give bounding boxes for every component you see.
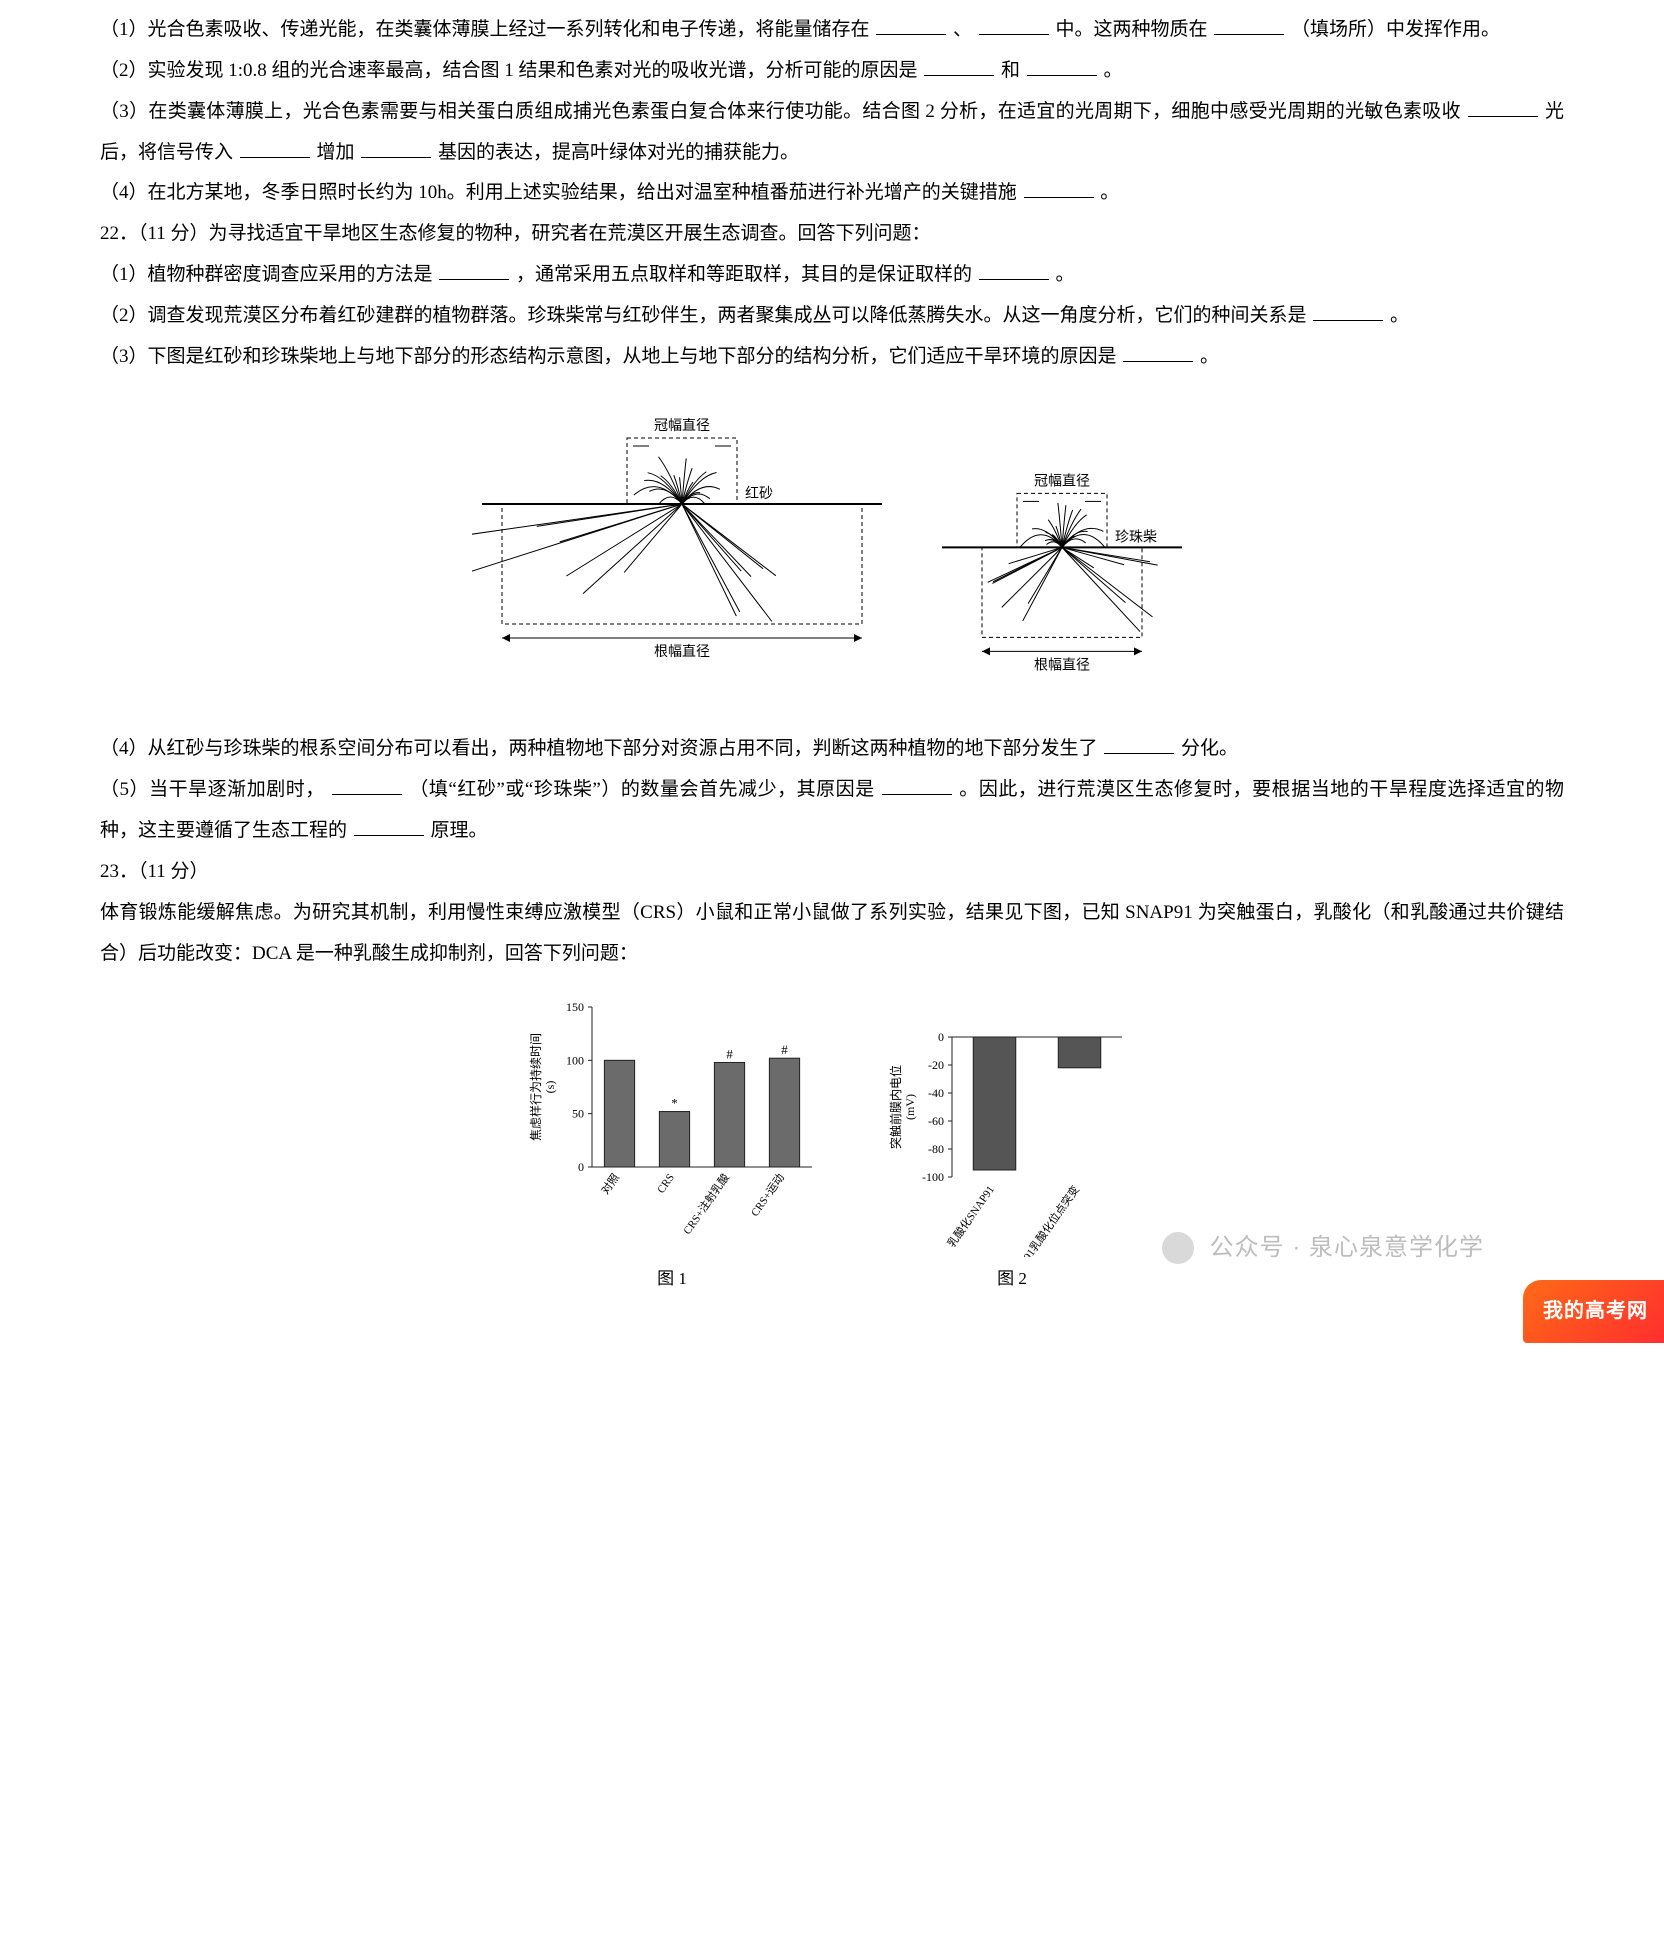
svg-text:*: * [671, 1095, 678, 1110]
svg-text:-20: -20 [928, 1058, 944, 1072]
svg-text:红砂: 红砂 [745, 486, 773, 502]
text: 。 [1100, 182, 1119, 203]
text: （3）在类囊体薄膜上，光合色素需要与相关蛋白质组成捕光色素蛋白复合体来行使功能。… [100, 101, 1461, 122]
text: 基因的表达，提高叶绿体对光的捕获能力。 [438, 142, 799, 163]
svg-text:150: 150 [566, 1000, 584, 1014]
chart2-caption: 图 2 [882, 1261, 1142, 1298]
blank [1313, 302, 1383, 321]
text: （1）光合色素吸收、传递光能，在类囊体薄膜上经过一系列转化和电子传递，将能量储存… [100, 19, 870, 40]
svg-text:珍珠柴: 珍珠柴 [1115, 529, 1157, 545]
q22-3: （3）下图是红砂和珍珠柴地上与地下部分的形态结构示意图，从地上与地下部分的结构分… [100, 337, 1564, 378]
text: （填场所）中发挥作用。 [1291, 19, 1500, 40]
text: 。 [1056, 264, 1075, 285]
svg-text:50: 50 [572, 1106, 584, 1120]
svg-text:-80: -80 [928, 1142, 944, 1156]
svg-text:-40: -40 [928, 1086, 944, 1100]
charts-block: 0 50 100 150 焦虑样行为持续时间(s) 对照 * CRS # CRS+注射乳酸 # CRS… [100, 987, 1564, 1300]
svg-text:SNAP91乳酸化位点突变: SNAP91乳酸化位点突变 [1004, 1182, 1082, 1256]
text: （填“红砂”或“珍珠柴”）的数量会首先减少，其原因是 [409, 779, 874, 800]
text: 增加 [317, 142, 355, 163]
chart1: 0 50 100 150 焦虑样行为持续时间(s) 对照 * CRS # CRS+注射乳酸 # CRS… [522, 997, 822, 1298]
q21-4: （4）在北方某地，冬季日照时长约为 10h。利用上述实验结果，给出对温室种植番茄… [100, 173, 1564, 214]
chart1-caption: 图 1 [522, 1261, 822, 1298]
text: （2）实验发现 1:0.8 组的光合速率最高，结合图 1 结果和色素对光的吸收光… [100, 60, 918, 81]
text: （5）当干旱逐渐加剧时， [100, 779, 325, 800]
svg-text:-60: -60 [928, 1114, 944, 1128]
blank [1214, 16, 1284, 35]
q22-5: （5）当干旱逐渐加剧时， （填“红砂”或“珍珠柴”）的数量会首先减少，其原因是 … [100, 770, 1564, 852]
svg-text:根幅直径: 根幅直径 [654, 643, 710, 660]
blank [1024, 179, 1094, 198]
blank [1468, 98, 1538, 117]
text: 中。这两种物质在 [1056, 19, 1208, 40]
blank [240, 139, 310, 158]
text: 。 [1104, 60, 1123, 81]
svg-text:100: 100 [566, 1053, 584, 1067]
blank [979, 16, 1049, 35]
plant-diagram-left: 冠幅直径红砂根幅直径 [472, 390, 892, 690]
blank [361, 139, 431, 158]
q21-2: （2）实验发现 1:0.8 组的光合速率最高，结合图 1 结果和色素对光的吸收光… [100, 51, 1564, 92]
svg-text:焦虑样行为持续时间(s): 焦虑样行为持续时间(s) [528, 1032, 557, 1140]
text: （3）下图是红砂和珍珠柴地上与地下部分的形态结构示意图，从地上与地下部分的结构分… [100, 346, 1117, 367]
text: （4）在北方某地，冬季日照时长约为 10h。利用上述实验结果，给出对温室种植番茄… [100, 182, 1017, 203]
text: 、 [953, 19, 972, 40]
svg-text:对照: 对照 [598, 1170, 622, 1196]
text: （2）调查发现荒漠区分布着红砂建群的植物群落。珍珠柴常与红砂伴生，两者聚集成丛可… [100, 305, 1307, 326]
blank [439, 261, 509, 280]
blank [924, 57, 994, 76]
q22-2: （2）调查发现荒漠区分布着红砂建群的植物群落。珍珠柴常与红砂伴生，两者聚集成丛可… [100, 296, 1564, 337]
q22-4: （4）从红砂与珍珠柴的根系空间分布可以看出，两种植物地下部分对资源占用不同，判断… [100, 729, 1564, 770]
blank [1123, 343, 1193, 362]
blank [332, 776, 402, 795]
text: （1）植物种群密度调查应采用的方法是 [100, 264, 433, 285]
q22-1: （1）植物种群密度调查应采用的方法是 ，通常采用五点取样和等距取样，其目的是保证… [100, 255, 1564, 296]
text: 。 [1200, 346, 1219, 367]
svg-text:-100: -100 [922, 1170, 944, 1184]
svg-text:CRS+注射乳酸: CRS+注射乳酸 [680, 1170, 732, 1236]
svg-text:突触前膜内电位(mV): 突触前膜内电位(mV) [888, 1064, 917, 1148]
svg-text:冠幅直径: 冠幅直径 [1034, 472, 1090, 489]
svg-text:乳酸化SNAP91: 乳酸化SNAP91 [944, 1182, 997, 1249]
blank [1027, 57, 1097, 76]
q23-stem: 体育锻炼能缓解焦虑。为研究其机制，利用慢性束缚应激模型（CRS）小鼠和正常小鼠做… [100, 893, 1564, 975]
plant-diagram-right: 冠幅直径珍珠柴根幅直径 [932, 460, 1192, 690]
svg-text:#: # [726, 1046, 733, 1061]
chart2: 0 -20 -40 -60 -80 -100 突触前膜内电位(mV) 乳酸化SNAP91SNA… [882, 1017, 1142, 1298]
blank [1104, 735, 1174, 754]
svg-text:#: # [781, 1042, 788, 1057]
text: 。 [1390, 305, 1409, 326]
q21-1: （1）光合色素吸收、传递光能，在类囊体薄膜上经过一系列转化和电子传递，将能量储存… [100, 10, 1564, 51]
text: ，通常采用五点取样和等距取样，其目的是保证取样的 [516, 264, 972, 285]
text: （4）从红砂与珍珠柴的根系空间分布可以看出，两种植物地下部分对资源占用不同，判断… [100, 738, 1098, 759]
q22-stem: 22．（11 分）为寻找适宜干旱地区生态修复的物种，研究者在荒漠区开展生态调查。… [100, 214, 1564, 255]
blank [882, 776, 952, 795]
svg-text:根幅直径: 根幅直径 [1034, 656, 1090, 673]
q23-head: 23．（11 分） [100, 852, 1564, 893]
text: 分化。 [1181, 738, 1238, 759]
plant-diagram-block: 冠幅直径红砂根幅直径 冠幅直径珍珠柴根幅直径 [100, 390, 1564, 706]
text: 和 [1001, 60, 1020, 81]
site-stamp: 我的高考网 [1523, 1280, 1664, 1343]
svg-text:CRS: CRS [655, 1171, 677, 1195]
q21-3: （3）在类囊体薄膜上，光合色素需要与相关蛋白质组成捕光色素蛋白复合体来行使功能。… [100, 92, 1564, 174]
svg-text:0: 0 [938, 1030, 944, 1044]
svg-text:CRS+运动: CRS+运动 [748, 1171, 787, 1219]
text: 原理。 [431, 820, 488, 841]
blank [979, 261, 1049, 280]
svg-text:冠幅直径: 冠幅直径 [654, 417, 710, 434]
blank [354, 817, 424, 836]
svg-text:0: 0 [578, 1160, 584, 1174]
blank [876, 16, 946, 35]
